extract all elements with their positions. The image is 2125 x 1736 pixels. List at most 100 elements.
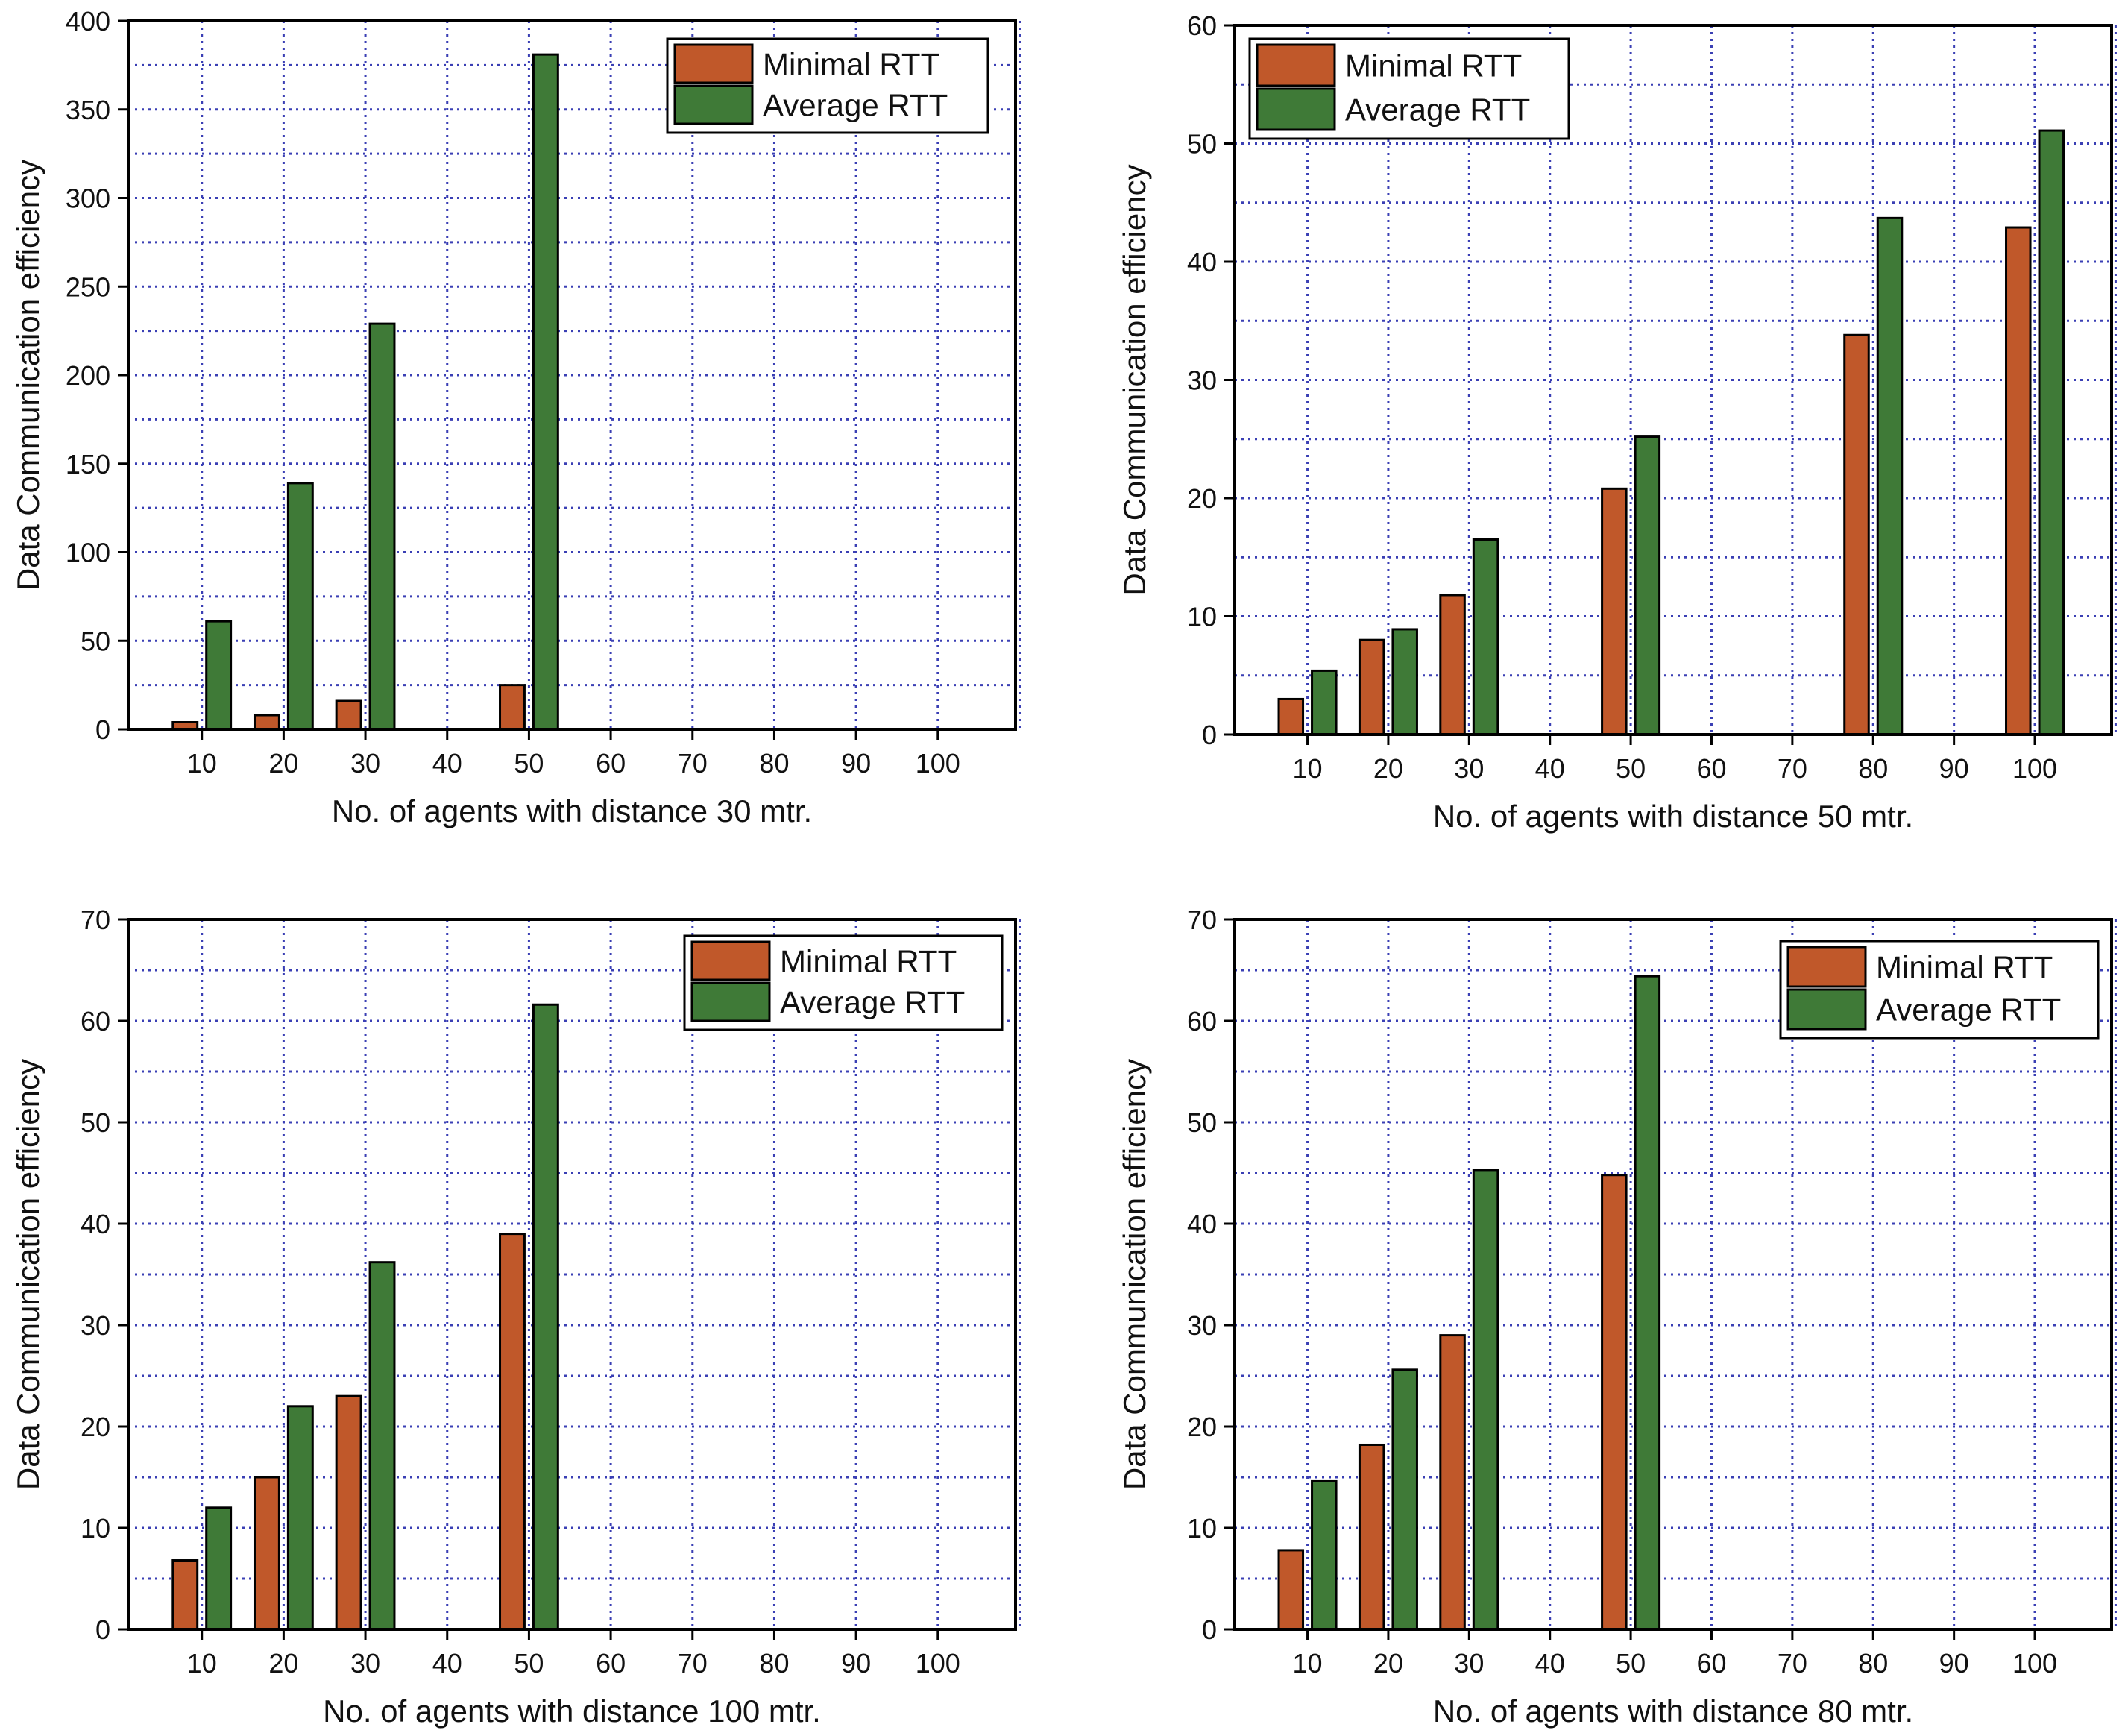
- bar-minimal-rtt-30: [1439, 594, 1466, 736]
- grid: [128, 918, 1021, 1629]
- y-tick-label: 400: [66, 6, 110, 37]
- x-tick-label: 20: [268, 1648, 298, 1679]
- bar-minimal-rtt-80: [1843, 333, 1870, 736]
- legend-swatch-minimal-rtt: [1786, 946, 1867, 988]
- y-tick-label: 100: [66, 538, 110, 568]
- x-tick-label: 40: [432, 1648, 462, 1679]
- y-tick-label: 60: [1187, 10, 1217, 41]
- x-axis-title: No. of agents with distance 50 mtr.: [1433, 799, 1913, 834]
- bar-average-rtt-50: [532, 53, 559, 731]
- x-tick-label: 40: [1535, 1648, 1565, 1679]
- x-tick-label: 60: [1696, 1648, 1726, 1679]
- legend: Minimal RTT Average RTT: [1779, 940, 2100, 1040]
- y-tick-label: 30: [81, 1310, 110, 1341]
- bar-average-rtt-10: [1311, 1479, 1338, 1631]
- x-tick-label: 90: [841, 1648, 871, 1679]
- x-axis-title: No. of agents with distance 100 mtr.: [323, 1693, 821, 1729]
- x-tick-label: 60: [1696, 753, 1726, 784]
- bar-average-rtt-30: [368, 1261, 396, 1631]
- y-tick-label: 70: [81, 905, 110, 935]
- y-tick-label: 40: [1187, 1209, 1217, 1239]
- x-tick-label: 50: [1616, 1648, 1646, 1679]
- legend: Minimal RTT Average RTT: [1248, 37, 1570, 140]
- y-axis-title: Data Communication efficiency: [10, 1059, 45, 1490]
- y-tick-label: 150: [66, 449, 110, 479]
- bar-minimal-rtt-50: [1601, 487, 1628, 736]
- legend-swatch-average-rtt: [690, 981, 771, 1022]
- y-tick-label: 30: [1187, 1310, 1217, 1341]
- legend-swatch-average-rtt: [673, 84, 754, 125]
- bar-minimal-rtt-20: [253, 714, 280, 731]
- bar-minimal-rtt-50: [499, 1233, 526, 1631]
- x-tick-label: 90: [841, 748, 871, 779]
- bar-average-rtt-100: [2038, 129, 2065, 736]
- y-axis-title: Data Communication efficiency: [1117, 1059, 1152, 1490]
- chart-panel-panel-100m: 0 10 20 30 40 50 60 70 10 20 30 40 50 60 70 80 90 100 No. …: [10, 905, 1021, 1729]
- bar-minimal-rtt-10: [171, 1559, 199, 1631]
- bar-minimal-rtt-50: [499, 684, 526, 731]
- y-tick-label: 50: [81, 1107, 110, 1138]
- y-tick-label: 250: [66, 271, 110, 302]
- bar-average-rtt-80: [1876, 216, 1904, 736]
- bar-minimal-rtt-10: [1277, 697, 1305, 736]
- chart-panel-panel-80m: 0 10 20 30 40 50 60 70 10 20 30 40 50 60 70 80 90 100 No. …: [1117, 905, 2117, 1729]
- x-tick-label: 100: [916, 1648, 960, 1679]
- plot-frame: [1233, 918, 2113, 1631]
- y-tick-label: 30: [1187, 365, 1217, 396]
- bar-average-rtt-50: [1634, 435, 1661, 736]
- bar-average-rtt-20: [1391, 628, 1418, 736]
- y-tick-label: 20: [81, 1412, 110, 1442]
- bar-average-rtt-30: [1472, 1169, 1499, 1631]
- x-tick-label: 10: [1293, 1648, 1323, 1679]
- bar-average-rtt-10: [205, 1506, 233, 1631]
- y-tick-label: 300: [66, 183, 110, 214]
- legend-label-minimal-rtt: Minimal RTT: [1876, 950, 2053, 985]
- y-tick-label: 10: [81, 1513, 110, 1544]
- bar-minimal-rtt-20: [253, 1476, 280, 1631]
- legend-swatch-average-rtt: [1786, 988, 1867, 1031]
- bar-minimal-rtt-50: [1601, 1174, 1628, 1631]
- y-tick-label: 0: [95, 1614, 110, 1645]
- x-tick-label: 50: [1616, 753, 1646, 784]
- bar-minimal-rtt-20: [1358, 1443, 1385, 1631]
- y-tick-label: 50: [81, 626, 110, 656]
- x-tick-label: 100: [916, 748, 960, 779]
- y-tick-label: 50: [1187, 1107, 1217, 1138]
- plot-frame: [127, 918, 1017, 1631]
- y-tick-label: 0: [95, 714, 110, 745]
- y-tick-label: 70: [1187, 905, 1217, 935]
- x-tick-label: 80: [1858, 753, 1888, 784]
- legend: Minimal RTT Average RTT: [683, 934, 1004, 1031]
- y-tick-label: 10: [1187, 1513, 1217, 1544]
- x-tick-label: 50: [514, 748, 544, 779]
- y-axis-title: Data Communication efficiency: [10, 160, 45, 591]
- legend-swatch-minimal-rtt: [673, 43, 754, 84]
- chart-panel-panel-30m: 0 50 100 150 200 250 300 350 400 10 20 30 40 50 60 70 80…: [10, 6, 1021, 828]
- x-tick-label: 80: [759, 1648, 789, 1679]
- bar-average-rtt-20: [286, 482, 314, 731]
- x-tick-label: 70: [1778, 753, 1807, 784]
- x-axis-title: No. of agents with distance 30 mtr.: [332, 793, 812, 828]
- bar-minimal-rtt-30: [335, 1394, 362, 1631]
- bar-average-rtt-30: [368, 322, 396, 731]
- x-tick-label: 20: [1373, 1648, 1403, 1679]
- legend-swatch-average-rtt: [1256, 87, 1336, 131]
- legend-label-average-rtt: Average RTT: [780, 985, 965, 1020]
- x-tick-label: 10: [1293, 753, 1323, 784]
- y-tick-label: 20: [1187, 1412, 1217, 1442]
- y-axis-title: Data Communication efficiency: [1117, 164, 1152, 595]
- y-tick-label: 50: [1187, 129, 1217, 160]
- legend-label-average-rtt: Average RTT: [1345, 92, 1530, 128]
- bar-average-rtt-50: [1634, 975, 1661, 1631]
- legend-label-minimal-rtt: Minimal RTT: [780, 944, 957, 979]
- x-tick-label: 30: [350, 748, 380, 779]
- bar-minimal-rtt-20: [1358, 638, 1385, 736]
- x-tick-label: 30: [350, 1648, 380, 1679]
- x-tick-label: 10: [187, 748, 217, 779]
- x-tick-label: 30: [1454, 753, 1484, 784]
- x-tick-label: 100: [2012, 753, 2057, 784]
- x-tick-label: 80: [759, 748, 789, 779]
- chart-panel-panel-50m: 0 10 20 30 40 50 60 10 20 30 40 50 60 70 80 90 100 No. of…: [1117, 10, 2117, 834]
- legend-label-average-rtt: Average RTT: [763, 88, 948, 123]
- x-tick-label: 50: [514, 1648, 544, 1679]
